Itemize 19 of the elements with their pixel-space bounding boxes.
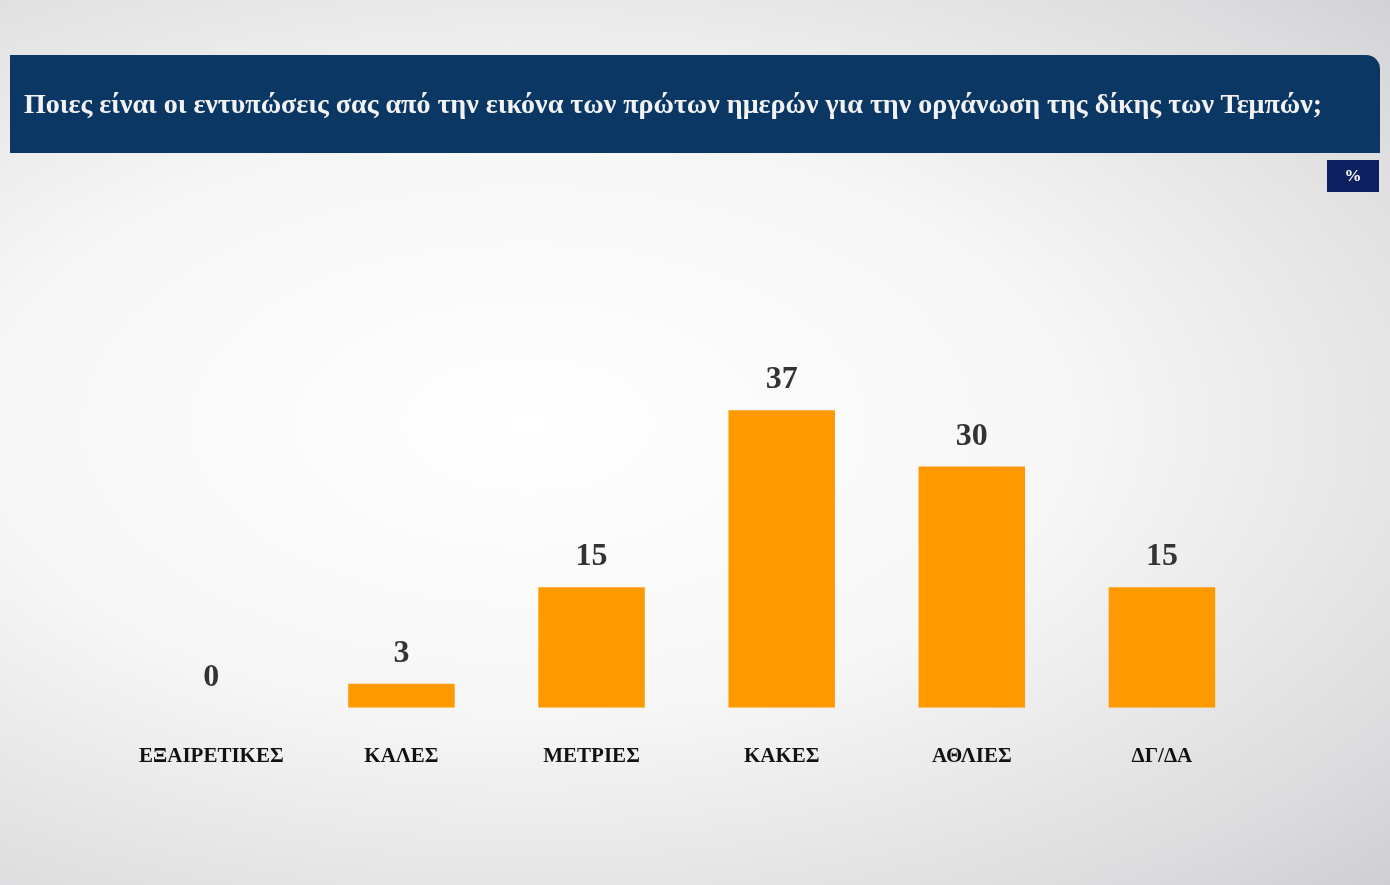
x-tick-label: ΕΞΑΙΡΕΤΙΚΕΣ [139,742,284,767]
text: % [1327,160,1379,192]
data-label: 3 [393,632,410,669]
data-label: 37 [765,359,798,396]
bar [1108,587,1216,708]
x-tick-label: ΔΓ/ΔΑ [1131,742,1194,767]
x-tick-label: ΜΕΤΡΙΕΣ [543,742,640,767]
bar [728,410,835,708]
data-label: 15 [575,536,608,573]
data-label: 30 [955,415,988,452]
x-tick-label: ΚΑΛΕΣ [364,742,439,767]
bar [348,683,455,708]
x-tick-label: ΚΑΚΕΣ [743,742,820,767]
chart-title: Ποιες είναι οι εντυπώσεις σας από την εικόνα των πρώτων ημερών για την οργάνωση της δίκης των Τεμπών; [24,88,1323,120]
bar [918,466,1026,708]
data-label: 0 [203,657,220,694]
data-label: 15 [1145,536,1178,573]
x-tick-label: ΑΘΛΙΕΣ [931,742,1012,767]
bar [538,587,645,708]
